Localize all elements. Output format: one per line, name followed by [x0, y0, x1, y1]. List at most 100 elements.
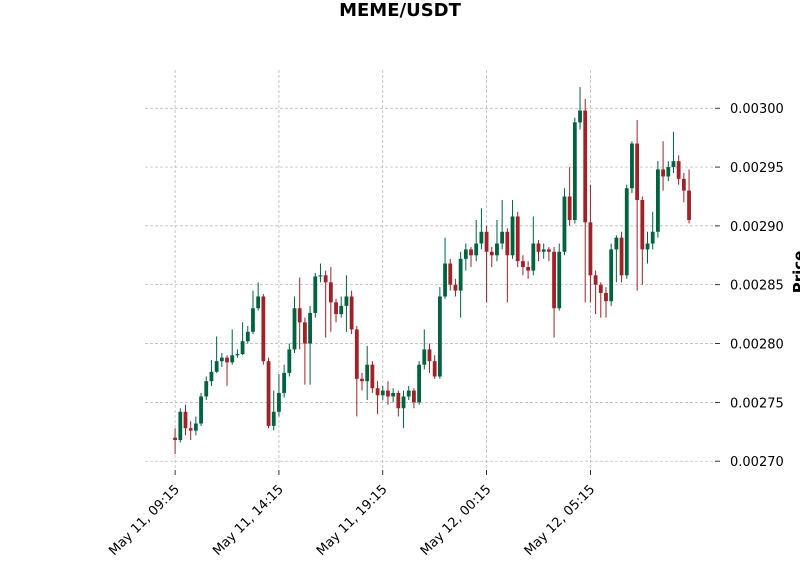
candle-body [209, 371, 214, 382]
candle-body [256, 296, 261, 309]
candle-body [240, 341, 245, 355]
candle-body [287, 349, 292, 373]
x-tick-label: May 12, 00:15 [418, 482, 495, 559]
candle-body [526, 267, 531, 271]
candle-body [588, 222, 593, 276]
candle-body [583, 110, 588, 223]
candle-body [666, 167, 671, 177]
candle-body [469, 249, 473, 256]
candle-body [681, 178, 686, 191]
candle-body [380, 390, 385, 396]
y-tick-label: 0.00295 [730, 161, 784, 176]
candle-body [645, 243, 650, 250]
candle-body [505, 231, 510, 256]
candle-body [541, 249, 546, 252]
candle-body [313, 276, 318, 313]
candle-body [328, 282, 333, 303]
candle-body [546, 249, 551, 252]
candle-body [386, 390, 390, 397]
candle-body [271, 411, 276, 426]
candle-body [344, 296, 349, 306]
candle-body [536, 243, 541, 252]
candle-body [183, 411, 188, 429]
candle-body [235, 354, 240, 356]
y-tick-label: 0.00290 [730, 220, 784, 235]
candle-body [230, 355, 235, 363]
candle-body [370, 364, 375, 389]
candle-body [292, 308, 297, 350]
candle-body [204, 381, 209, 397]
candle-body [432, 361, 437, 377]
x-tick-label: May 11, 19:15 [314, 482, 391, 559]
candle-body [251, 308, 255, 332]
candle-body [448, 263, 453, 285]
candle-body [297, 308, 302, 323]
candle-body [406, 390, 411, 397]
candle-body [687, 190, 691, 220]
candle-body [650, 231, 655, 244]
candle-body [396, 392, 401, 409]
candle-body [219, 357, 224, 362]
candle-body [614, 237, 619, 250]
candle-body [178, 411, 183, 440]
candle-body [515, 216, 520, 262]
candle-body [609, 249, 614, 302]
y-tick-label: 0.00300 [730, 102, 784, 117]
candle-body [225, 357, 229, 363]
candle-body [365, 364, 370, 382]
candle-body [474, 243, 479, 256]
candle-body [484, 231, 489, 252]
candle-body [375, 388, 380, 396]
candle-body [458, 258, 463, 291]
candle-body [562, 196, 567, 252]
candle-body [598, 284, 603, 293]
candle-body [489, 251, 494, 256]
y-tick-label: 0.00285 [730, 279, 784, 294]
candle-body [655, 169, 660, 232]
candle-body [640, 200, 645, 250]
y-tick-label: 0.00270 [730, 455, 784, 470]
candle-body [557, 251, 562, 309]
y-tick-label: 0.00280 [730, 338, 784, 353]
candle-body [422, 349, 427, 365]
candle-body [391, 392, 396, 397]
candle-body [277, 392, 281, 412]
x-tick-label: May 11, 14:15 [210, 482, 287, 559]
candle-body [339, 305, 344, 315]
candle-body [578, 110, 582, 123]
candle-body [500, 231, 505, 244]
x-tick-label: May 11, 09:15 [106, 482, 183, 559]
candle-body [334, 302, 338, 315]
candle-body [671, 161, 676, 168]
candle-body [552, 251, 556, 309]
candle-body [479, 231, 484, 244]
candle-body [495, 243, 499, 256]
candle-body [245, 331, 250, 342]
candle-body [624, 188, 629, 276]
candle-body [214, 361, 219, 372]
candle-body [302, 322, 307, 344]
candle-body [412, 390, 416, 403]
candle-body [360, 378, 364, 382]
candle-body [661, 169, 665, 177]
y-tick-label: 0.00275 [730, 396, 784, 411]
candle-body [604, 292, 608, 302]
candle-body [401, 396, 406, 409]
candle-body [619, 237, 624, 276]
candle-body [630, 143, 634, 189]
candle-body [308, 312, 312, 344]
candle-body [282, 372, 287, 393]
candle-body [193, 423, 198, 431]
chart-title: MEME/USDT [339, 0, 462, 21]
candle-body [572, 122, 577, 220]
candle-body [593, 275, 598, 285]
candle-body [188, 428, 193, 431]
x-tick-label: May 12, 05:15 [522, 482, 599, 559]
candle-body [199, 396, 203, 424]
candle-body [173, 437, 178, 440]
candle-body [443, 263, 447, 297]
candle-body [521, 261, 525, 268]
y-axis-label: Price [790, 251, 800, 294]
